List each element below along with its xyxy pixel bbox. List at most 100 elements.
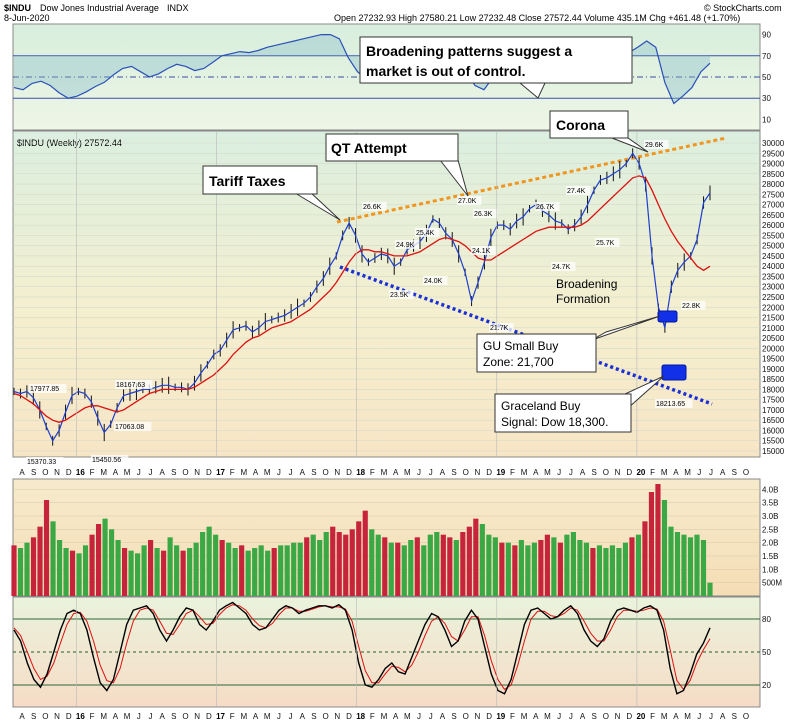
- x-tick-N: N: [194, 468, 200, 477]
- x-tick-A: A: [720, 712, 726, 721]
- volume-bar: [362, 510, 368, 596]
- x-tick-J: J: [557, 712, 561, 721]
- x-tick-S: S: [171, 468, 176, 477]
- price-tick-20000: 20000: [762, 344, 785, 353]
- x-tick-J: J: [697, 712, 701, 721]
- volume-bar: [180, 550, 186, 596]
- x-tick-F: F: [90, 468, 95, 477]
- price-tick-24500: 24500: [762, 252, 785, 261]
- x-tick-J: J: [289, 468, 293, 477]
- volume-bar: [304, 537, 310, 596]
- volume-bar: [37, 526, 43, 596]
- stochastic-tick-20: 20: [762, 681, 771, 690]
- volume-bar: [356, 521, 362, 596]
- x-tick-J: J: [417, 712, 421, 721]
- x-tick-S: S: [171, 712, 176, 721]
- volume-bar: [141, 545, 147, 596]
- x-tick-A: A: [673, 468, 679, 477]
- x-tick-N: N: [194, 712, 200, 721]
- volume-tick-1.0B: 1.0B: [762, 565, 778, 574]
- x-tick-F: F: [650, 712, 655, 721]
- price-tick-15000: 15000: [762, 447, 785, 456]
- x-tick-19: 19: [496, 468, 505, 477]
- volume-bar: [17, 548, 24, 596]
- price-label-bg: [681, 301, 706, 310]
- x-tick-A: A: [440, 468, 446, 477]
- x-tick-O: O: [42, 712, 48, 721]
- qt-callout-box: [325, 133, 459, 162]
- price-tick-19500: 19500: [762, 355, 785, 364]
- volume-bar: [95, 524, 102, 596]
- gu-callout-line1: GU Small Buy: [483, 339, 558, 353]
- rsi-tick-10: 10: [762, 115, 771, 124]
- x-tick-M: M: [684, 468, 691, 477]
- volume-bar: [382, 537, 388, 596]
- x-tick-O: O: [322, 712, 328, 721]
- broadening-callout-box: [359, 36, 633, 84]
- volume-bar: [486, 534, 492, 596]
- price-tick-23000: 23000: [762, 283, 785, 292]
- x-tick-M: M: [264, 712, 271, 721]
- price-label-17063.08: 17063.08: [115, 424, 144, 431]
- graceland-callout-box: [494, 393, 632, 433]
- x-tick-A: A: [159, 712, 165, 721]
- x-tick-S: S: [592, 468, 597, 477]
- price-label-bg: [655, 399, 693, 408]
- volume-bar: [369, 529, 375, 596]
- volume-bar: [447, 537, 453, 596]
- x-tick-18: 18: [356, 468, 365, 477]
- price-label-bg: [114, 422, 152, 431]
- volume-bar: [707, 582, 713, 596]
- volume-bar: [687, 537, 694, 596]
- volume-bar: [694, 534, 700, 596]
- x-tick-F: F: [370, 468, 375, 477]
- chart-exchange: INDX: [167, 3, 189, 13]
- volume-bar: [63, 548, 69, 596]
- price-label-bg: [389, 290, 414, 299]
- volume-bar: [642, 521, 648, 596]
- x-tick-N: N: [334, 712, 340, 721]
- price-tick-25500: 25500: [762, 231, 785, 240]
- volume-bar: [232, 548, 238, 596]
- short-ma-line: [13, 152, 711, 442]
- x-tick-N: N: [475, 468, 481, 477]
- price-tick-29000: 29000: [762, 160, 785, 169]
- x-tick-N: N: [615, 712, 621, 721]
- volume-bar: [336, 532, 342, 596]
- x-tick-F: F: [510, 468, 515, 477]
- volume-bar: [434, 532, 440, 596]
- x-tick-M: M: [544, 712, 551, 721]
- stochastic-line: [13, 601, 711, 695]
- broadening-callout-line1: Broadening patterns suggest a: [366, 43, 572, 59]
- x-tick-20: 20: [636, 712, 645, 721]
- x-tick-S: S: [311, 712, 316, 721]
- volume-bar: [323, 532, 329, 596]
- price-tick-15500: 15500: [762, 437, 785, 446]
- x-tick-F: F: [370, 712, 375, 721]
- x-tick-D: D: [206, 712, 212, 721]
- price-label-bg: [29, 384, 67, 393]
- x-tick-N: N: [54, 468, 60, 477]
- price-label-bg: [26, 457, 64, 466]
- price-label-bg: [362, 202, 387, 211]
- volume-bar: [271, 548, 277, 596]
- x-tick-17: 17: [216, 712, 225, 721]
- price-label-bg: [395, 240, 420, 249]
- volume-bar: [56, 540, 63, 596]
- price-label-15370.33: 15370.33: [27, 459, 56, 466]
- rsi-tick-30: 30: [762, 94, 771, 103]
- volume-bar: [395, 542, 401, 596]
- volume-bar: [681, 534, 687, 596]
- corona-callout: Corona: [549, 110, 649, 153]
- volume-bar: [544, 534, 550, 596]
- chart-date: 8-Jun-2020: [4, 13, 50, 23]
- volume-bar: [570, 532, 576, 596]
- volume-bar: [193, 542, 199, 596]
- x-tick-S: S: [592, 712, 597, 721]
- x-tick-M: M: [124, 468, 131, 477]
- price-group: [13, 148, 711, 446]
- broadening-callout-line2: market is out of control.: [366, 63, 525, 79]
- x-tick-J: J: [137, 712, 141, 721]
- price-tick-20500: 20500: [762, 334, 785, 343]
- volume-bar: [622, 542, 629, 596]
